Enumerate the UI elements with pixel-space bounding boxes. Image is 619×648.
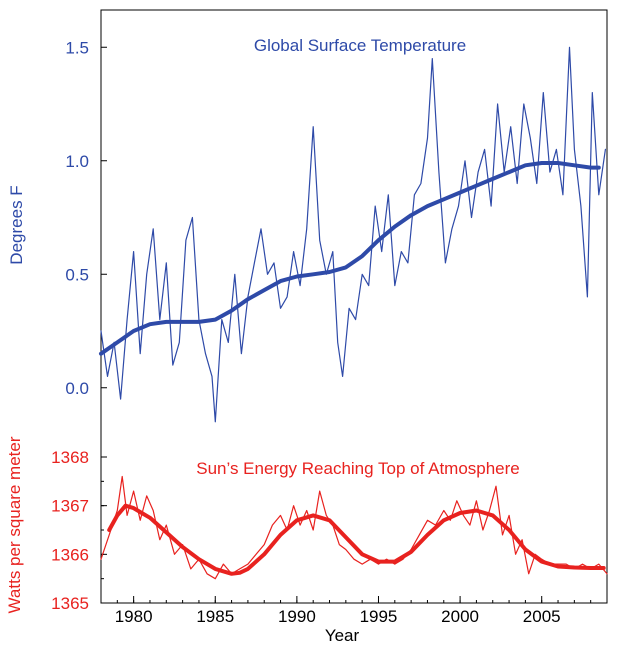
x-tick-label: 1995 <box>360 607 398 626</box>
x-tick-label: 1985 <box>196 607 234 626</box>
monthly-series-line <box>100 46 607 423</box>
x-tick-label: 2005 <box>523 607 561 626</box>
temperature-y-axis-label: Degrees F <box>7 185 26 264</box>
smoothed-series-line <box>107 503 606 576</box>
y-tick-label: 0.0 <box>65 379 89 398</box>
x-tick-label: 1990 <box>278 607 316 626</box>
solar-y-axis-label: Watts per square meter <box>5 436 24 613</box>
solar-panel: 1365 1366 1367 1368 1980 1985 1990 1995 2000 2005 <box>51 448 608 626</box>
y-tick-label: 1368 <box>51 448 89 467</box>
y-tick-label: 1365 <box>51 594 89 613</box>
y-tick-label: 1367 <box>51 497 89 516</box>
y-tick-label: 1.5 <box>65 38 89 57</box>
x-axis-label: Year <box>325 626 360 645</box>
x-tick-label: 1980 <box>115 607 153 626</box>
temperature-panel: 0.0 0.5 1.0 1.5 <box>65 38 607 423</box>
daily-series-line <box>100 475 608 580</box>
smoothed-series-line <box>99 161 601 356</box>
x-tick-label: 2000 <box>441 607 479 626</box>
y-tick-label: 1.0 <box>65 152 89 171</box>
y-tick-label: 1366 <box>51 545 89 564</box>
y-tick-label: 0.5 <box>65 265 89 284</box>
plot-frame <box>100 9 608 604</box>
solar-title: Sun’s Energy Reaching Top of Atmosphere <box>196 459 520 478</box>
temperature-title: Global Surface Temperature <box>254 36 466 55</box>
